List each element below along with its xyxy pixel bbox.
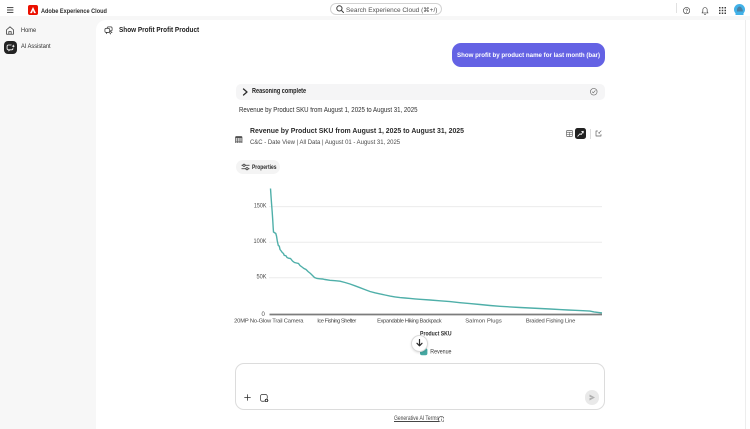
svg-text:100K: 100K	[254, 239, 267, 245]
svg-text:50K: 50K	[257, 274, 267, 280]
svg-text:20MP No-Glow Trail Camera: 20MP No-Glow Trail Camera	[234, 318, 304, 324]
svg-text:0: 0	[261, 312, 265, 318]
svg-text:Braided Fishing Line: Braided Fishing Line	[526, 318, 576, 324]
svg-text:Product SKU: Product SKU	[420, 331, 452, 338]
svg-text:150K: 150K	[254, 203, 267, 209]
svg-text:Expandable Hiking Backpack: Expandable Hiking Backpack	[377, 318, 442, 324]
svg-text:Salmon Plugs: Salmon Plugs	[465, 318, 502, 324]
svg-text:Ice Fishing Shelter: Ice Fishing Shelter	[317, 318, 356, 324]
svg-text:Revenue: Revenue	[430, 349, 452, 356]
